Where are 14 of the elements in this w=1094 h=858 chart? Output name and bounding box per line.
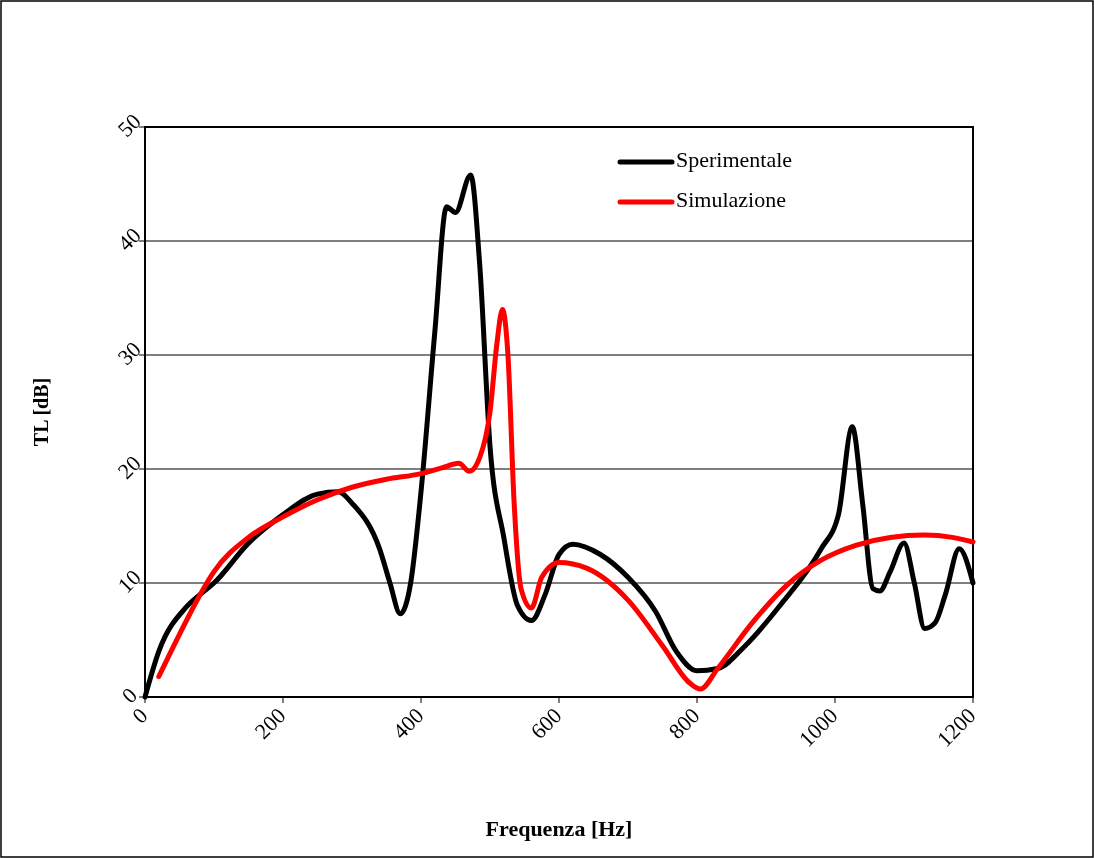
x-tick-label: 800 xyxy=(663,702,705,744)
y-tick-label: 30 xyxy=(112,336,146,370)
y-tick-label: 0 xyxy=(116,682,142,708)
legend-label: Simulazione xyxy=(676,187,786,213)
y-tick-label: 10 xyxy=(112,564,146,598)
x-tick-label: 600 xyxy=(525,702,567,744)
legend-label: Sperimentale xyxy=(676,147,793,173)
x-tick-label: 400 xyxy=(387,702,429,744)
y-tick-label: 50 xyxy=(112,108,146,142)
x-axis-title: Frequenza [Hz] xyxy=(485,816,633,841)
x-tick-label: 200 xyxy=(249,702,291,744)
y-tick-label: 20 xyxy=(112,450,146,484)
y-tick-label: 40 xyxy=(112,222,146,256)
y-axis-title: TL [dB] xyxy=(30,377,52,447)
